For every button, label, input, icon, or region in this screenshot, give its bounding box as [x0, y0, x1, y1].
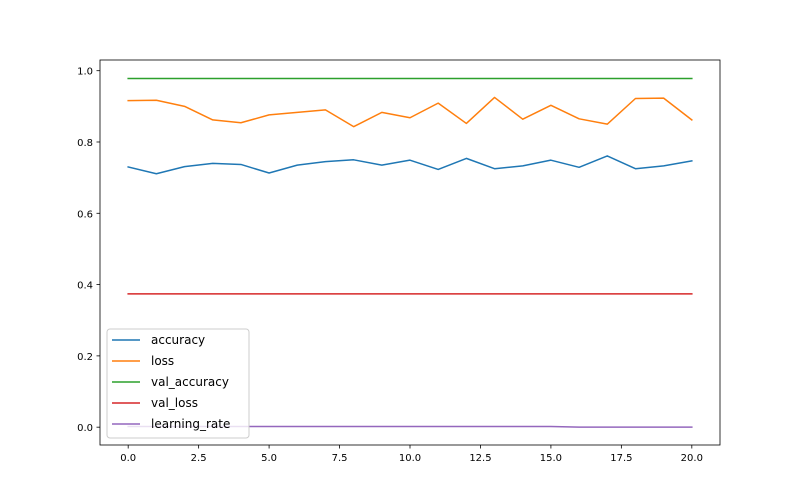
x-tick-label: 10.0 — [399, 453, 421, 464]
x-tick-label: 0.0 — [120, 453, 136, 464]
legend-box — [106, 328, 250, 439]
x-tick-label: 5.0 — [261, 453, 277, 464]
x-tick-label: 12.5 — [469, 453, 491, 464]
legend-label-accuracy: accuracy — [151, 333, 205, 347]
y-tick-label: 0.0 — [77, 423, 93, 434]
legend: accuracy loss val_accuracy val_loss learning… — [106, 328, 250, 439]
y-tick-label: 0.8 — [77, 138, 93, 149]
x-tick-label: 7.5 — [332, 453, 348, 464]
x-tick-label: 15.0 — [540, 453, 562, 464]
legend-label-val-loss: val_loss — [151, 396, 198, 410]
legend-label-learning-rate: learning_rate — [151, 417, 230, 431]
series-line-loss — [127, 96, 693, 128]
plot-area — [127, 77, 693, 428]
legend-label-loss: loss — [151, 354, 174, 368]
axes: 0.0 2.5 5.0 7.5 10.0 12.5 15.0 17.5 20.0 0.0 0.2 0.… — [77, 59, 721, 464]
y-tick-label: 1.0 — [77, 67, 93, 78]
legend-label-val-accuracy: val_accuracy — [151, 375, 229, 389]
x-tick-label: 20.0 — [681, 453, 703, 464]
x-tick-label: 17.5 — [610, 453, 632, 464]
series-line-accuracy — [127, 155, 693, 175]
y-tick-label: 0.6 — [77, 209, 93, 220]
x-tick-label: 2.5 — [191, 453, 207, 464]
y-tick-label: 0.2 — [77, 352, 93, 363]
y-tick-label: 0.4 — [77, 281, 93, 292]
